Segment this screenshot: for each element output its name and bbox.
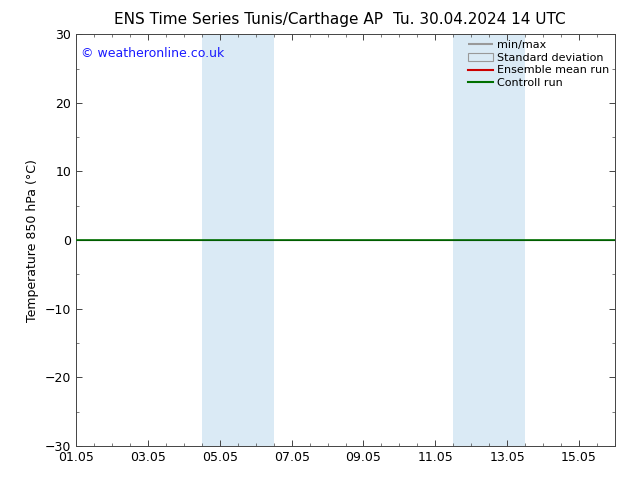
Bar bbox=[453, 34, 525, 446]
Text: Tu. 30.04.2024 14 UTC: Tu. 30.04.2024 14 UTC bbox=[393, 12, 566, 27]
Bar bbox=[202, 34, 274, 446]
Legend: min/max, Standard deviation, Ensemble mean run, Controll run: min/max, Standard deviation, Ensemble me… bbox=[466, 38, 612, 91]
Text: ENS Time Series Tunis/Carthage AP: ENS Time Series Tunis/Carthage AP bbox=[114, 12, 383, 27]
Y-axis label: Temperature 850 hPa (°C): Temperature 850 hPa (°C) bbox=[26, 159, 39, 321]
Text: © weatheronline.co.uk: © weatheronline.co.uk bbox=[81, 47, 224, 60]
